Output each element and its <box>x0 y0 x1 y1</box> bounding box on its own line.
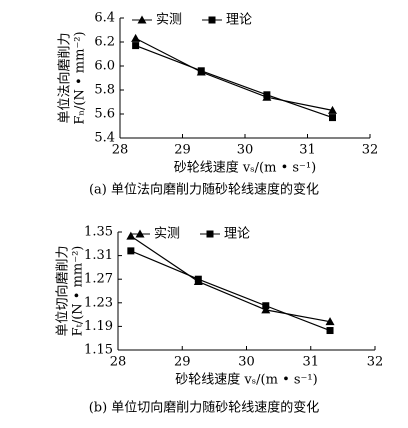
x-tick-label: 30 <box>237 143 254 158</box>
marker <box>126 231 136 240</box>
caption: (b) 单位切向磨削力随砂轮线速度的变化 <box>89 400 320 416</box>
caption: (a) 单位法向磨削力随砂轮线速度的变化 <box>89 182 319 198</box>
x-tick-label: 31 <box>299 143 316 158</box>
y-axis-label: 单位法向磨削力 <box>57 32 73 123</box>
y-tick-label: 6.0 <box>94 59 115 74</box>
y-tick-label: 1.27 <box>84 272 113 287</box>
x-tick-label: 31 <box>302 355 319 370</box>
marker <box>131 33 141 42</box>
series-line <box>130 235 331 323</box>
x-tick-label: 28 <box>112 143 129 158</box>
legend-label: 实测 <box>156 13 182 28</box>
marker <box>263 91 271 99</box>
y-tick-label: 5.6 <box>94 107 115 122</box>
x-tick-label: 29 <box>174 143 191 158</box>
y-tick-label: 5.4 <box>94 131 115 146</box>
series-line <box>130 250 331 332</box>
series-line <box>135 37 333 111</box>
y-tick-label: 6.4 <box>94 11 115 26</box>
x-axis-label: 砂轮线速度 vₛ/(m • s⁻¹) <box>174 160 316 176</box>
legend-label: 理论 <box>224 227 250 242</box>
marker <box>206 230 214 238</box>
x-tick-label: 32 <box>362 143 379 158</box>
y-tick-label: 1.15 <box>84 343 113 358</box>
y-tick-label: 1.23 <box>84 295 113 310</box>
marker <box>197 67 205 75</box>
marker <box>329 114 336 122</box>
y-tick-label: 1.31 <box>84 248 113 263</box>
legend-label: 理论 <box>226 13 252 28</box>
x-tick-label: 32 <box>367 355 384 370</box>
marker <box>127 247 135 255</box>
marker <box>137 15 147 24</box>
y-tick-label: 6.2 <box>94 35 115 50</box>
marker <box>132 42 140 50</box>
x-axis-label: 砂轮线速度 vₛ/(m • s⁻¹) <box>175 372 317 388</box>
marker <box>325 317 335 326</box>
marker <box>208 16 216 24</box>
marker <box>326 327 334 335</box>
marker <box>328 105 337 114</box>
y-axis-label: Fₙ/(N • mm⁻²) <box>73 31 88 124</box>
x-tick-label: 28 <box>110 355 127 370</box>
legend-label: 实测 <box>154 227 180 242</box>
x-tick-label: 30 <box>238 355 255 370</box>
marker <box>262 302 270 310</box>
series-line <box>135 45 333 119</box>
x-tick-label: 29 <box>174 355 191 370</box>
y-axis-label: 单位切向磨削力 <box>55 245 71 336</box>
y-axis-label: Fₜ/(N • mm⁻²) <box>71 246 86 337</box>
y-tick-label: 1.35 <box>84 225 113 240</box>
marker <box>135 229 145 238</box>
marker <box>194 275 202 283</box>
y-tick-label: 1.19 <box>84 319 113 334</box>
marker <box>261 305 271 314</box>
y-tick-label: 5.8 <box>94 83 115 98</box>
